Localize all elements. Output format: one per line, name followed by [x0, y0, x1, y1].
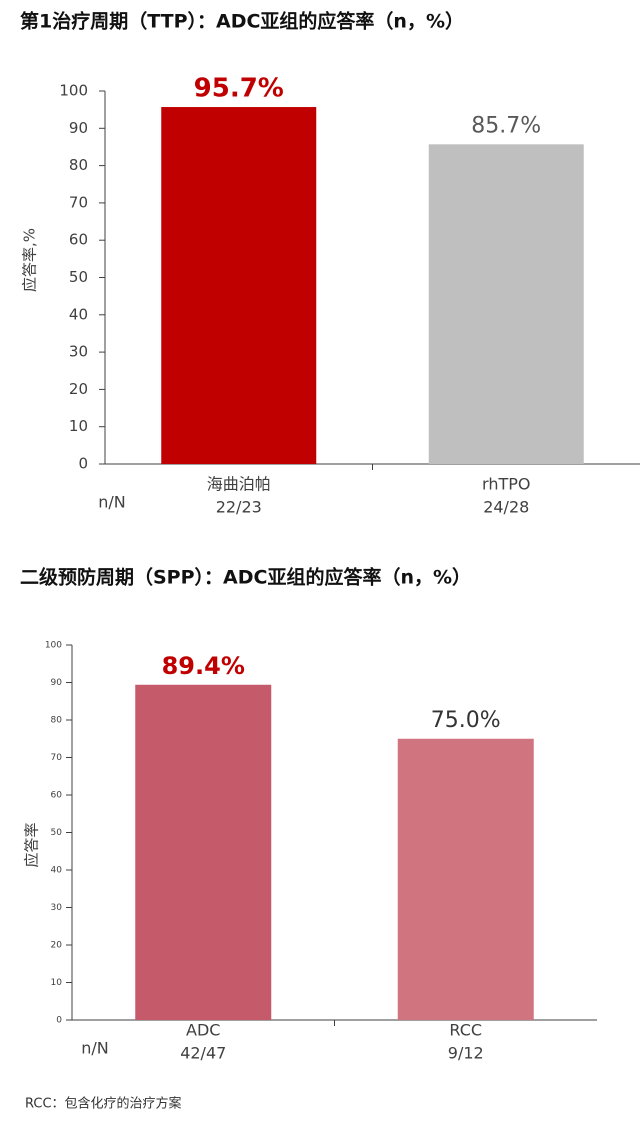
y-tick-label: 20	[69, 380, 88, 398]
y-tick-label: 70	[69, 193, 88, 211]
y-tick-label: 60	[69, 231, 88, 249]
n-title: n/N	[81, 1039, 109, 1058]
y-tick-label: 10	[69, 417, 88, 435]
value-label: 89.4%	[162, 652, 245, 680]
n-title: n/N	[98, 493, 126, 512]
y-tick-label: 100	[45, 641, 62, 651]
bar	[161, 107, 317, 464]
n-label: 42/47	[180, 1044, 226, 1063]
value-label: 85.7%	[471, 113, 541, 138]
y-tick-label: 40	[69, 305, 88, 323]
y-tick-label: 0	[56, 1016, 62, 1026]
y-tick-label: 90	[51, 678, 63, 688]
bar	[397, 738, 534, 1020]
x-tick-label: RCC	[449, 1021, 482, 1040]
y-tick-label: 100	[59, 82, 88, 100]
chart-title: 二级预防周期（SPP）：ADC亚组的应答率（n，%）	[20, 566, 471, 589]
y-tick-label: 80	[51, 716, 63, 726]
n-label: 24/28	[483, 498, 529, 517]
y-tick-label: 90	[69, 119, 88, 137]
x-tick-label: rhTPO	[482, 475, 530, 494]
y-axis-label: 应答率,%	[21, 228, 39, 292]
footnote: RCC：包含化疗的治疗方案	[25, 1096, 182, 1112]
y-tick-label: 60	[51, 791, 63, 801]
n-label: 9/12	[448, 1044, 484, 1063]
y-tick-label: 30	[69, 343, 88, 361]
y-tick-label: 50	[51, 828, 63, 838]
x-tick-label: ADC	[186, 1021, 220, 1040]
y-tick-label: 10	[51, 978, 63, 988]
y-tick-label: 0	[78, 455, 88, 473]
value-label: 95.7%	[194, 74, 284, 104]
y-tick-label: 20	[51, 941, 63, 951]
bar	[135, 684, 272, 1020]
y-tick-label: 70	[51, 753, 63, 763]
value-label: 75.0%	[431, 708, 501, 733]
y-axis-label: 应答率	[23, 822, 41, 867]
y-tick-label: 50	[69, 268, 88, 286]
y-tick-label: 80	[69, 156, 88, 174]
bar	[428, 144, 584, 465]
y-tick-label: 40	[51, 866, 63, 876]
n-label: 22/23	[216, 498, 262, 517]
chart-title: 第1治疗周期（TTP）：ADC亚组的应答率（n，%）	[20, 10, 464, 33]
x-tick-label: 海曲泊帕	[207, 475, 271, 494]
y-tick-label: 30	[51, 903, 63, 913]
